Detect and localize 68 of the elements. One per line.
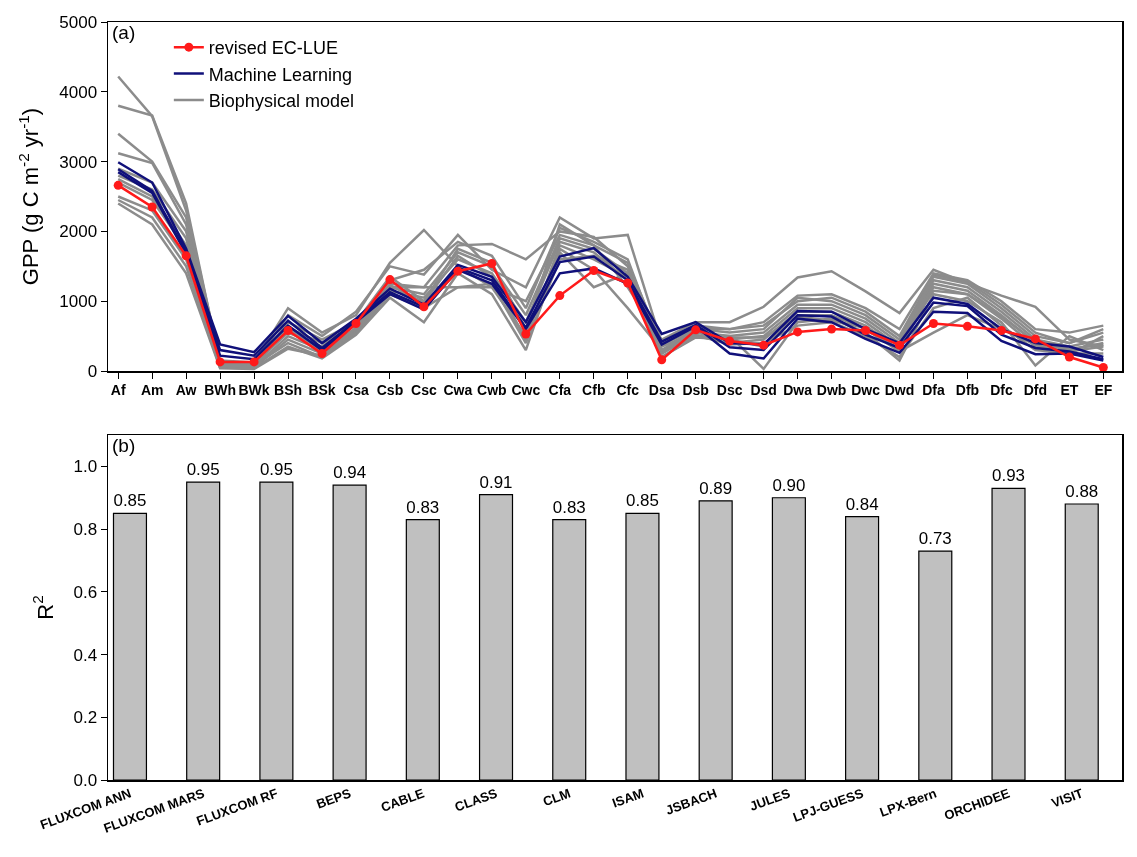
x-tick-label: Csa (343, 382, 370, 399)
y-tick-label: 1.0 (73, 457, 98, 477)
data-label: 0.89 (699, 478, 733, 498)
x-tick-label: Cfa (548, 382, 572, 399)
data-label: 0.93 (992, 466, 1025, 486)
y-tick-label: 1000 (59, 292, 98, 312)
x-tick-label: Dwb (816, 382, 847, 399)
x-tick-label: Cfb (582, 382, 606, 399)
x-tick-label: JULES (747, 785, 793, 814)
legend-label: Machine Learning (208, 64, 352, 85)
y-tick-label: 3000 (59, 152, 98, 172)
data-label: 0.94 (333, 463, 367, 483)
x-tick-label: Dsa (648, 382, 675, 399)
data-label: 0.88 (1065, 482, 1099, 502)
x-tick-label: BWk (238, 382, 270, 399)
x-tick-label: CABLE (378, 785, 427, 815)
y-tick-label: 0.4 (73, 645, 98, 665)
x-tick-label: Dsc (716, 382, 743, 399)
data-label: 0.95 (259, 460, 293, 480)
y-tick-label: 5000 (59, 12, 98, 32)
data-label: 0.83 (406, 497, 440, 517)
y-tick-label: 4000 (59, 82, 98, 102)
annotation: (a) (112, 22, 136, 43)
x-tick-label: Dwa (783, 382, 813, 399)
data-label: 0.85 (626, 491, 659, 511)
x-tick-label: Cwb (477, 382, 507, 399)
legend-label: Biophysical model (208, 91, 354, 111)
data-label: 0.90 (772, 475, 806, 495)
x-tick-label: Cfc (616, 382, 640, 399)
data-label: 0.83 (552, 497, 586, 517)
x-tick-label: ET (1060, 382, 1079, 399)
data-label: 0.91 (479, 472, 513, 492)
x-tick-label: Dsd (750, 382, 777, 399)
x-tick-label: BEPS (314, 785, 354, 812)
data-label: 0.84 (845, 494, 879, 514)
x-tick-label: Am (140, 382, 164, 399)
x-tick-label: VISIT (1049, 785, 1086, 811)
x-tick-label: BSh (274, 382, 303, 399)
x-tick-label: Dwd (884, 382, 915, 399)
x-tick-label: Aw (175, 382, 197, 399)
y-tick-label: 0.2 (73, 708, 98, 728)
x-tick-label: Dfb (955, 382, 980, 399)
x-tick-label: Dfc (990, 382, 1013, 399)
y-tick-label: 2000 (59, 222, 98, 242)
y-tick-label: 0.0 (73, 770, 98, 790)
legend-label: revised EC-LUE (208, 38, 338, 59)
y-tick-label: 0.6 (73, 582, 98, 602)
data-label: 0.95 (186, 460, 220, 480)
x-tick-label: BWh (204, 382, 237, 399)
x-tick-label: BSk (308, 382, 336, 399)
x-tick-label: Csb (376, 382, 404, 399)
x-tick-label: Dsb (682, 382, 709, 399)
x-tick-label: CLASS (452, 785, 500, 815)
x-tick-label: Dfd (1023, 382, 1048, 399)
annotation: (b) (112, 435, 136, 456)
x-tick-label: CLM (540, 785, 573, 810)
x-tick-label: EF (1094, 382, 1113, 399)
x-tick-label: ISAM (610, 785, 646, 811)
y-tick-label: 0.8 (73, 520, 98, 540)
x-tick-label: Csc (411, 382, 437, 399)
x-tick-label: Cwc (511, 382, 541, 399)
data-label: 0.73 (918, 529, 952, 549)
x-tick-label: Dwc (851, 382, 881, 399)
x-tick-label: Af (110, 382, 126, 399)
x-tick-label: Cwa (443, 382, 473, 399)
y-tick-label: 0 (87, 361, 98, 381)
x-tick-label: Dfa (922, 382, 945, 399)
data-label: 0.85 (113, 491, 147, 511)
